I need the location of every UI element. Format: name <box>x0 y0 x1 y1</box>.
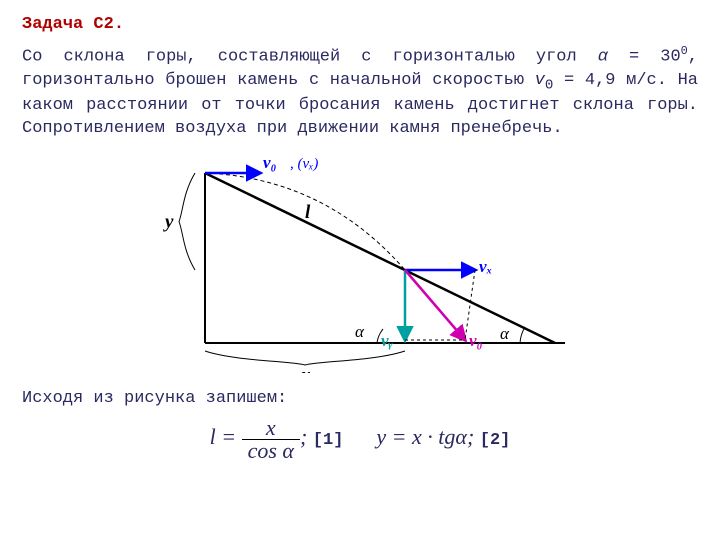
diagram-container: v₀ , (vₓ) l y x α α vₓ vᵧ v₀ <box>22 143 698 382</box>
formula-1: l = x cos α ; [1] <box>210 424 349 449</box>
svg-text:l: l <box>305 202 311 223</box>
physics-diagram: v₀ , (vₓ) l y x α α vₓ vᵧ v₀ <box>145 143 575 373</box>
formulas-row: l = x cos α ; [1] y = x · tgα; [2] <box>22 417 698 462</box>
svg-text:v₀: v₀ <box>469 331 483 350</box>
formula-2: y = x · tgα; [2] <box>376 424 510 449</box>
svg-text:vᵧ: vᵧ <box>381 331 394 350</box>
svg-text:y: y <box>163 211 174 232</box>
after-text: Исходя из рисунка запишем: <box>22 388 698 411</box>
problem-text: Со склона горы, составляющей с горизонта… <box>22 43 698 141</box>
svg-text:vₓ: vₓ <box>479 257 492 276</box>
svg-text:, (vₓ): , (vₓ) <box>290 156 318 172</box>
svg-text:x: x <box>300 365 311 373</box>
problem-title: Задача С2. <box>22 14 698 37</box>
svg-text:α: α <box>500 324 510 343</box>
svg-text:α: α <box>355 322 365 341</box>
svg-text:v₀: v₀ <box>263 153 277 172</box>
